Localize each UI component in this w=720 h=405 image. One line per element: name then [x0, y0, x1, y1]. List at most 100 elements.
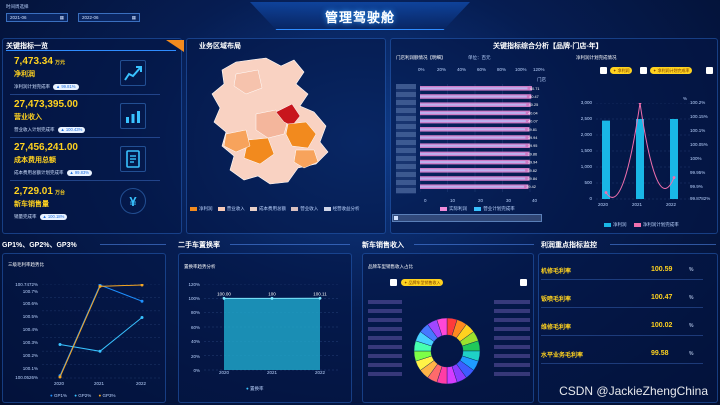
- tick-label: 2022: [315, 370, 326, 374]
- series-checkbox[interactable]: [390, 279, 397, 286]
- bar-label: 39.94: [528, 136, 538, 140]
- tick-label: 40: [532, 198, 538, 203]
- chart-up-icon: [120, 60, 146, 86]
- zoom-slider[interactable]: [392, 214, 542, 222]
- used-car-sub: 置换率趋势分析: [184, 264, 216, 269]
- legend-label: 净利润计划完成率: [642, 222, 679, 227]
- rate-bar: [420, 120, 526, 123]
- rate-badge: ▲ 99.83%: [66, 170, 93, 176]
- kpi-sub-label: 销量完成率: [14, 214, 37, 219]
- series-checkbox[interactable]: [600, 67, 607, 74]
- series-pill[interactable]: ✦ 净利润计划完成率: [650, 67, 693, 74]
- metric-name: 钣喷毛利率: [541, 297, 572, 303]
- legend-label: GP1%: [53, 393, 67, 398]
- tick-label: 99.9%: [690, 184, 703, 189]
- date-to-input[interactable]: 2022-06 ▦: [78, 13, 140, 22]
- tick-label: 3,000: [580, 100, 592, 105]
- metric-value: 100.47: [651, 294, 673, 301]
- tick-label: 40%: [190, 339, 200, 344]
- tick-label: 2,500: [580, 116, 592, 121]
- region-map: [211, 57, 329, 185]
- data-label: 100.00: [217, 291, 231, 296]
- net-profit-combo-chart: [596, 103, 690, 200]
- bar-label: 40.07: [528, 120, 538, 124]
- map-region-highlight[interactable]: [275, 103, 301, 127]
- tick-label: 100.05%: [690, 142, 708, 147]
- rate-bar: [420, 87, 528, 90]
- gp-series-line: [59, 317, 143, 352]
- map-region[interactable]: [243, 137, 275, 165]
- gp-point: [58, 375, 62, 379]
- bar-label: 40.47: [529, 95, 539, 99]
- legend-label: 成本费用总额: [259, 206, 287, 211]
- map-region[interactable]: [223, 129, 251, 153]
- kpi-rate: 99.81%: [61, 84, 76, 89]
- kpi-rate: 99.83%: [74, 170, 90, 175]
- legend-blurred-left: [368, 300, 402, 380]
- analysis-sub-right: 净利润计划完成情况: [576, 55, 617, 60]
- bar-label: 40.04: [528, 111, 538, 115]
- tick-label: 100.5%: [22, 314, 38, 319]
- legend-label: 净利润: [613, 222, 627, 227]
- tick-label: 60%: [477, 67, 487, 72]
- legend-swatch: [474, 206, 482, 211]
- rate-point: [638, 103, 642, 105]
- analysis-sub-left: 门店利润额情况【明细】: [396, 55, 446, 60]
- legend-label: 经营收益分析: [332, 206, 360, 211]
- legend-label: GP2%: [78, 393, 92, 398]
- tick-label: 80%: [190, 310, 200, 315]
- watermark: CSDN @JackieZhengChina: [559, 384, 708, 398]
- gp-point: [140, 284, 144, 287]
- tick-label: 120%: [533, 67, 545, 72]
- rate-bar: [420, 185, 525, 188]
- date-from-value: 2021-06: [10, 15, 27, 20]
- metric-row: 钣喷毛利率 100.47 %: [541, 290, 703, 310]
- tick-label: 0%: [193, 368, 200, 373]
- pct-axis: 0% 20% 40% 60% 80% 100% 120%: [418, 67, 546, 75]
- metric-row: 维修毛利率 100.02 %: [541, 318, 703, 338]
- hbar-legend: 实际利润 营业计划完成率: [440, 206, 515, 212]
- legend-label: GP3%: [102, 393, 116, 398]
- data-label: 100: [268, 291, 276, 296]
- series-checkbox[interactable]: [520, 279, 527, 286]
- gp-point: [140, 299, 144, 303]
- tick-label: 500: [584, 180, 592, 185]
- kpi-unit: 万元: [54, 60, 65, 66]
- series-pill[interactable]: ✦ 品牌车型销售收入: [401, 279, 444, 286]
- divider: [414, 244, 534, 245]
- tick-label: 100%: [188, 296, 200, 301]
- legend-marker: ●: [246, 386, 249, 391]
- tick-label: 80%: [497, 67, 507, 72]
- kpi-item-revenue: 27,473,395.00 营业收入 营业收入计划完成率 ▲ 100.43%: [4, 97, 164, 139]
- used-car-y-axis: 120% 100% 80% 60% 40% 20% 0%: [182, 282, 200, 378]
- date-from-input[interactable]: 2021-06 ▦: [6, 13, 68, 22]
- tick-label: 100.2%: [690, 100, 706, 105]
- kpi-item-cost: 27,456,241.00 成本费用总额 成本费用总额计划完成率 ▲ 99.83%: [4, 140, 164, 182]
- new-car-title: 新车销售收入: [362, 242, 404, 249]
- rate-bar: [420, 103, 527, 106]
- map-region[interactable]: [293, 149, 319, 169]
- map-title: 业务区域布局: [199, 43, 241, 50]
- pill-label: 品牌车型销售收入: [408, 280, 441, 285]
- kpi-name: 净利润: [14, 71, 35, 78]
- profit-hbar-chart: 40.71 40.47 40.25 40.04 40.07 39.81 39.94 39.95…: [420, 84, 539, 192]
- new-car-sub: 品牌车型销售收入占比: [368, 264, 413, 269]
- gross-title: 利润重点指标监控: [541, 242, 597, 249]
- combo-legend: 净利润 净利润计划完成率: [604, 222, 679, 228]
- tick-label: 100.3%: [22, 340, 38, 345]
- rate-bar: [420, 177, 526, 180]
- kpi-sub-label: 净利润计划完成率: [14, 84, 50, 89]
- rate-bar: [420, 136, 526, 139]
- series-pill[interactable]: ✦ 净利润: [610, 67, 633, 74]
- kpi-sub: 营业收入计划完成率 ▲ 100.43%: [14, 127, 86, 133]
- analysis-title: 关键指标综合分析【品牌-门店-年】: [493, 43, 603, 50]
- map-region[interactable]: [285, 121, 317, 149]
- kpi-sub: 销量完成率 ▲ 100.18%: [14, 214, 68, 220]
- bar-label: 40.25: [529, 103, 539, 107]
- replacement-point: [318, 296, 322, 300]
- series-checkbox[interactable]: [640, 67, 647, 74]
- rate-bar: [420, 169, 526, 172]
- map-region[interactable]: [233, 69, 263, 95]
- slider-handle[interactable]: [394, 216, 398, 220]
- series-checkbox[interactable]: [706, 67, 713, 74]
